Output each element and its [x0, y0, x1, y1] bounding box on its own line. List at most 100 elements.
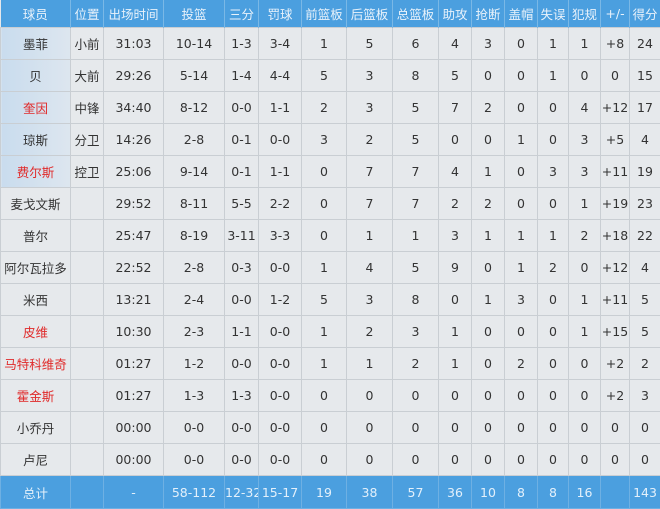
column-header[interactable]: 盖帽	[505, 0, 538, 28]
stat-cell: +11	[601, 156, 630, 188]
stat-cell: 8-11	[164, 188, 225, 220]
stat-cell: 0	[439, 380, 472, 412]
column-header[interactable]: +/-	[601, 0, 630, 28]
stat-cell: 1	[569, 284, 601, 316]
stat-cell: 0-1	[225, 156, 259, 188]
player-name[interactable]: 普尔	[1, 220, 71, 252]
stat-cell: 10:30	[104, 316, 164, 348]
stat-cell: 5	[302, 60, 347, 92]
stat-cell: 1-1	[259, 92, 302, 124]
stat-cell: 9	[439, 252, 472, 284]
stat-cell: 2	[347, 316, 393, 348]
stat-cell: 2	[630, 348, 660, 380]
column-header[interactable]: 得分	[630, 0, 660, 28]
stat-cell: 0	[505, 28, 538, 60]
stat-cell: 3	[538, 156, 569, 188]
stat-cell: 5	[393, 92, 439, 124]
stat-cell: +18	[601, 220, 630, 252]
stat-cell: 0	[472, 124, 505, 156]
stat-cell: 0-0	[225, 348, 259, 380]
stat-cell: 1	[505, 124, 538, 156]
stat-cell: 2	[505, 348, 538, 380]
player-name[interactable]: 阿尔瓦拉多	[1, 252, 71, 284]
player-name[interactable]: 费尔斯	[1, 156, 71, 188]
player-name[interactable]: 皮维	[1, 316, 71, 348]
stat-cell: 0-0	[259, 380, 302, 412]
stat-cell: 1	[302, 348, 347, 380]
stat-cell: 7	[347, 156, 393, 188]
stat-cell: 3	[347, 92, 393, 124]
stat-cell: 0	[505, 188, 538, 220]
stat-cell: 分卫	[71, 124, 104, 156]
column-header[interactable]: 罚球	[259, 0, 302, 28]
column-header[interactable]: 前篮板	[302, 0, 347, 28]
stat-cell: 2	[347, 124, 393, 156]
stat-cell: 0	[505, 444, 538, 476]
player-name[interactable]: 小乔丹	[1, 412, 71, 444]
stat-cell: 1	[439, 316, 472, 348]
total-label: 总计	[1, 476, 71, 509]
stat-cell: 0-0	[225, 412, 259, 444]
player-name[interactable]: 麦戈文斯	[1, 188, 71, 220]
player-name[interactable]: 琼斯	[1, 124, 71, 156]
stat-cell: 0	[630, 412, 660, 444]
stat-cell: 25:47	[104, 220, 164, 252]
stat-cell: 0	[302, 380, 347, 412]
stat-cell: 1	[302, 252, 347, 284]
column-header[interactable]: 出场时间	[104, 0, 164, 28]
column-header[interactable]: 后篮板	[347, 0, 393, 28]
stat-cell	[71, 284, 104, 316]
stat-cell: 3	[347, 284, 393, 316]
total-cell: 8	[538, 476, 569, 509]
stat-cell: 1-3	[164, 380, 225, 412]
stat-cell: 0	[538, 316, 569, 348]
stat-cell: 3	[569, 156, 601, 188]
header-row: 球员位置出场时间投篮三分罚球前篮板后篮板总篮板助攻抢断盖帽失误犯规+/-得分	[1, 0, 660, 28]
stat-cell: 24	[630, 28, 660, 60]
stat-cell: 3-11	[225, 220, 259, 252]
stat-cell: 3	[347, 60, 393, 92]
stat-cell: 4	[439, 156, 472, 188]
stat-cell: 1	[538, 28, 569, 60]
stat-cell: 0-0	[259, 444, 302, 476]
player-name[interactable]: 马特科维奇	[1, 348, 71, 380]
column-header[interactable]: 球员	[1, 0, 71, 28]
column-header[interactable]: 总篮板	[393, 0, 439, 28]
column-header[interactable]: 三分	[225, 0, 259, 28]
stat-cell: 4	[347, 252, 393, 284]
stat-cell: 7	[393, 188, 439, 220]
stat-cell: 14:26	[104, 124, 164, 156]
player-name[interactable]: 奎因	[1, 92, 71, 124]
stat-cell: 0-0	[225, 92, 259, 124]
player-name[interactable]: 卢尼	[1, 444, 71, 476]
stat-cell: 1-3	[225, 380, 259, 412]
stat-cell: 01:27	[104, 348, 164, 380]
stat-cell: 4	[569, 92, 601, 124]
stat-cell: 0	[505, 92, 538, 124]
stat-cell: 13:21	[104, 284, 164, 316]
stat-cell: 1	[393, 220, 439, 252]
stat-cell: +2	[601, 348, 630, 380]
stat-cell: 7	[439, 92, 472, 124]
stat-cell: 2-8	[164, 252, 225, 284]
player-name[interactable]: 米西	[1, 284, 71, 316]
column-header[interactable]: 助攻	[439, 0, 472, 28]
column-header[interactable]: 失误	[538, 0, 569, 28]
stat-cell: 1	[569, 188, 601, 220]
stat-cell: 10-14	[164, 28, 225, 60]
stat-cell: 2-2	[259, 188, 302, 220]
column-header[interactable]: 抢断	[472, 0, 505, 28]
player-name[interactable]: 贝	[1, 60, 71, 92]
player-name[interactable]: 霍金斯	[1, 380, 71, 412]
total-cell	[71, 476, 104, 509]
player-name[interactable]: 墨菲	[1, 28, 71, 60]
stat-cell	[71, 412, 104, 444]
column-header[interactable]: 犯规	[569, 0, 601, 28]
column-header[interactable]: 位置	[71, 0, 104, 28]
column-header[interactable]: 投篮	[164, 0, 225, 28]
stat-cell: 0-0	[225, 284, 259, 316]
stat-cell: 1	[347, 220, 393, 252]
